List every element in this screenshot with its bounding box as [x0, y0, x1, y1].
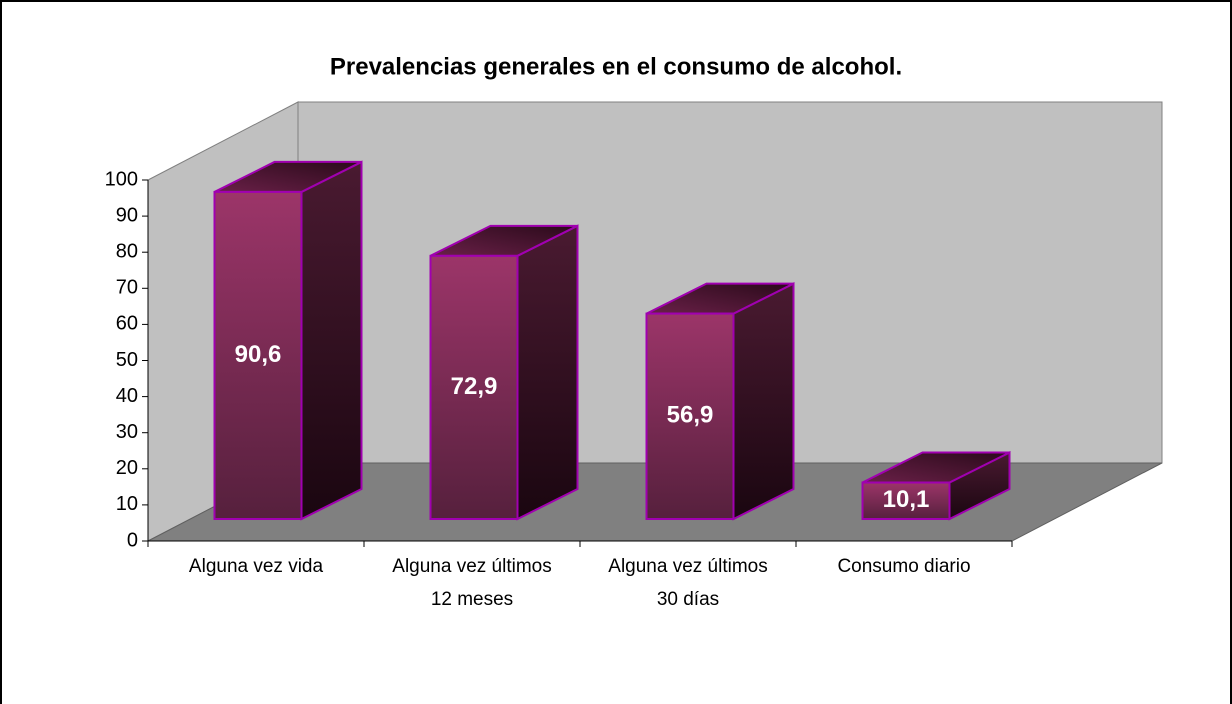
y-tick-label: 0	[127, 529, 138, 551]
x-tick-label: 30 días	[657, 589, 719, 610]
value-label: 90,6	[235, 341, 282, 368]
x-tick-label: Alguna vez vida	[189, 556, 324, 577]
y-tick-label: 40	[116, 385, 138, 407]
x-tick-label: 12 meses	[431, 589, 513, 610]
y-tick-label: 20	[116, 457, 138, 479]
bar	[429, 254, 519, 520]
bar	[645, 312, 735, 520]
value-label: 10,1	[883, 486, 930, 513]
y-tick-label: 50	[116, 349, 138, 371]
y-tick-label: 80	[116, 240, 138, 262]
bar-side	[300, 160, 363, 521]
bar-side	[516, 224, 579, 521]
y-tick-label: 10	[116, 493, 138, 515]
bar	[213, 190, 303, 521]
value-label: 56,9	[667, 402, 714, 429]
x-tick-label: Alguna vez últimos	[608, 556, 767, 577]
x-tick-label: Alguna vez últimos	[392, 556, 551, 577]
y-tick-label: 90	[116, 204, 138, 226]
y-tick-label: 60	[116, 313, 138, 335]
y-tick-label: 30	[116, 421, 138, 443]
x-tick-label: Consumo diario	[837, 556, 970, 577]
y-tick-label: 70	[116, 277, 138, 299]
chart-title: Prevalencias generales en el consumo de …	[330, 53, 902, 80]
value-label: 72,9	[451, 373, 498, 400]
y-tick-label: 100	[105, 168, 138, 190]
bar-side	[732, 281, 795, 521]
bar	[861, 481, 951, 520]
